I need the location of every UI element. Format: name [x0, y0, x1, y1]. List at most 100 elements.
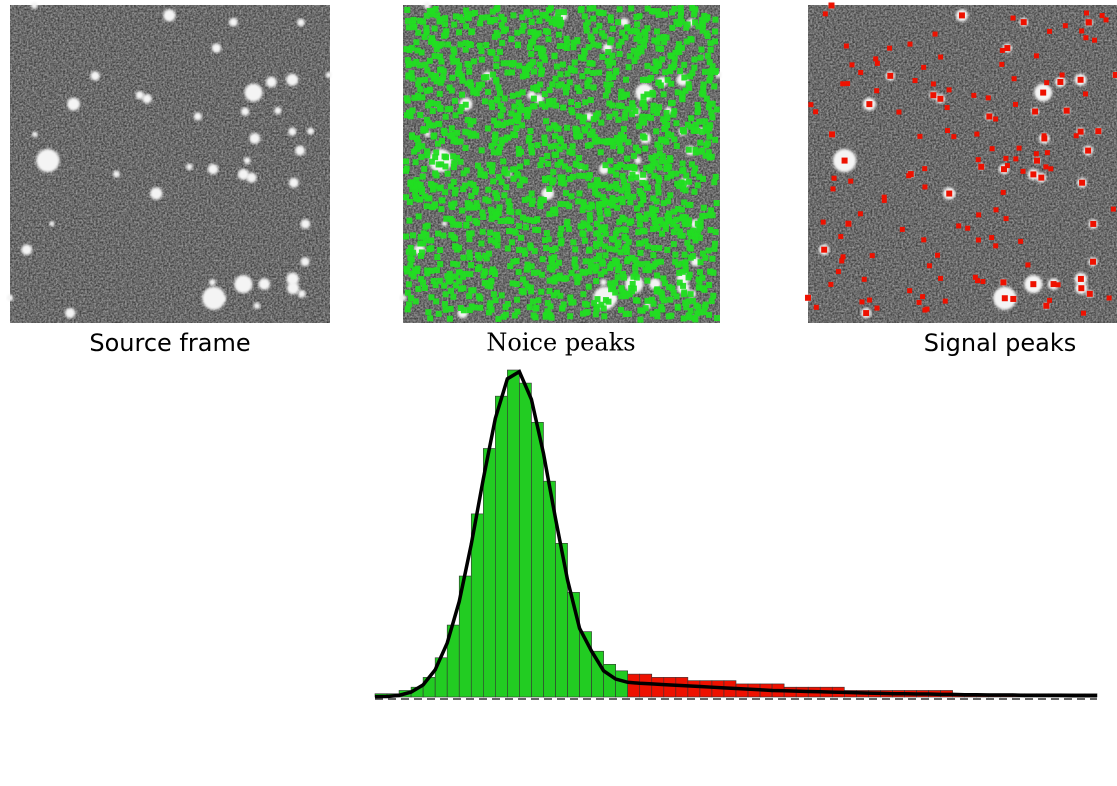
star — [254, 303, 260, 309]
noise-peak — [443, 28, 449, 34]
noise-peak — [543, 245, 549, 251]
star — [209, 279, 216, 286]
noise-peak — [496, 174, 502, 180]
noise-peak — [705, 53, 711, 59]
noise-peak — [679, 96, 685, 102]
noise-peak — [607, 280, 613, 286]
noise-peak — [476, 264, 482, 270]
signal-peak — [974, 132, 979, 137]
noise-peak — [578, 54, 584, 60]
noise-peak — [640, 228, 646, 234]
noise-peak — [620, 199, 626, 205]
noise-peak — [691, 65, 697, 71]
noise-peak — [707, 122, 713, 128]
noise-peak — [616, 219, 622, 225]
noise-peak — [459, 92, 465, 98]
noise-peak — [456, 29, 462, 35]
noise-peak — [686, 179, 692, 185]
noise-peak — [404, 269, 410, 275]
noise-peak — [712, 28, 718, 34]
noise-peak — [585, 143, 591, 149]
noise-peak — [467, 307, 473, 313]
noise-peak — [613, 164, 619, 170]
signal-peak — [1021, 19, 1027, 25]
noise-peak — [437, 278, 443, 284]
noise-peak — [696, 285, 702, 291]
noise-peak — [502, 95, 508, 101]
signal-peak — [978, 164, 984, 170]
star — [163, 9, 175, 21]
noise-peak — [662, 137, 668, 143]
noise-peak — [615, 242, 621, 248]
signal-peak — [875, 61, 880, 66]
noise-peak — [465, 117, 471, 123]
noise-peak — [693, 303, 699, 309]
noise-peak — [665, 77, 671, 83]
noise-peak — [550, 177, 556, 183]
image-panel — [805, 2, 1117, 323]
noise-peak — [483, 42, 489, 48]
noise-peak — [598, 224, 604, 230]
noise-peak — [515, 91, 521, 97]
noise-peak — [527, 304, 533, 310]
noise-peak — [443, 307, 449, 313]
signal-peak — [1063, 23, 1068, 28]
noise-peak — [601, 313, 607, 319]
noise-peak — [703, 302, 709, 308]
noise-peak — [667, 192, 673, 198]
signal-peak — [959, 12, 965, 18]
signal-peak — [813, 109, 818, 114]
noise-peak — [622, 110, 628, 116]
signal-peak — [1040, 90, 1046, 96]
noise-peak — [499, 40, 505, 46]
noise-peak — [546, 186, 552, 192]
noise-peak — [555, 14, 561, 20]
noise-peak — [470, 287, 476, 293]
noise-peak — [599, 258, 605, 264]
noise-peak — [591, 84, 597, 90]
noise-peak — [470, 118, 476, 124]
noise-peak — [470, 182, 476, 188]
noise-peak — [654, 198, 660, 204]
signal-peak — [946, 191, 952, 197]
noise-peak — [694, 310, 700, 316]
star — [21, 244, 32, 255]
signal-peak — [938, 276, 943, 281]
noise-peak — [681, 75, 687, 81]
noise-peak — [443, 291, 449, 297]
noise-peak — [499, 292, 505, 298]
noise-peak — [671, 136, 677, 142]
noise-peak — [706, 312, 712, 318]
noise-peak — [674, 143, 680, 149]
noise-peak — [457, 41, 463, 47]
noise-peak — [524, 267, 530, 273]
noise-peak — [569, 270, 575, 276]
noise-peak — [637, 307, 643, 313]
noise-peak — [587, 183, 593, 189]
noise-peak — [454, 247, 460, 253]
noise-peak — [709, 256, 715, 262]
noise-peak — [672, 6, 678, 12]
noise-peak — [617, 51, 623, 57]
noise-peak — [659, 231, 665, 237]
star — [113, 171, 120, 178]
noise-peak — [606, 100, 612, 106]
signal-peak — [917, 300, 922, 305]
noise-peak — [411, 61, 417, 67]
noise-peak — [686, 147, 692, 153]
noise-peak — [688, 115, 694, 121]
star — [247, 173, 257, 183]
noise-peak — [477, 43, 483, 49]
signal-peak — [836, 269, 841, 274]
noise-peak — [688, 291, 694, 297]
noise-peak — [510, 93, 516, 99]
signal-peak — [945, 105, 950, 110]
noise-peak — [423, 237, 429, 243]
noise-peak — [631, 165, 637, 171]
noise-peak — [620, 173, 626, 179]
noise-peak — [602, 182, 608, 188]
noise-peak — [668, 170, 674, 176]
noise-peak — [584, 28, 590, 34]
noise-peak — [677, 280, 683, 286]
noise-peak — [424, 88, 430, 94]
